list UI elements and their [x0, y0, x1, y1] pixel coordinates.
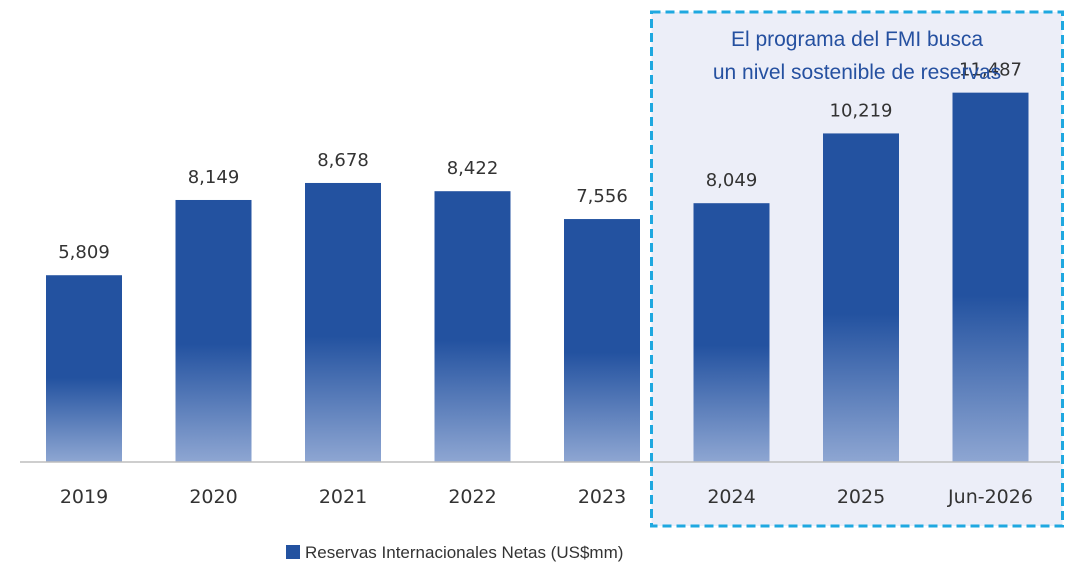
x-tick-label-jun-2026: Jun-2026 — [947, 486, 1033, 508]
bar-jun-2026 — [952, 92, 1029, 462]
legend-swatch — [286, 545, 300, 559]
legend: Reservas Internacionales Netas (US$mm) — [286, 543, 623, 562]
data-label-jun-2026: 11,487 — [959, 60, 1022, 81]
x-tick-label-2022: 2022 — [448, 486, 496, 508]
x-tick-label-2019: 2019 — [60, 486, 108, 508]
bar-2020 — [175, 199, 252, 462]
data-label-2020: 8,149 — [188, 167, 240, 188]
data-label-2022: 8,422 — [447, 158, 499, 179]
data-label-2023: 7,556 — [576, 186, 628, 207]
x-tick-label-2021: 2021 — [319, 486, 367, 508]
annotation-line-2: un nivel sostenible de reservas — [713, 61, 1001, 84]
data-label-2019: 5,809 — [58, 242, 110, 263]
x-tick-label-2023: 2023 — [578, 486, 626, 508]
bar-2024 — [693, 203, 770, 462]
bar-2023 — [564, 219, 640, 462]
annotation-line-1: El programa del FMI busca — [731, 28, 983, 51]
x-tick-label-2024: 2024 — [707, 486, 755, 508]
bar-2021 — [305, 182, 381, 462]
legend-label: Reservas Internacionales Netas (US$mm) — [305, 543, 623, 562]
bar-2022 — [434, 191, 511, 462]
bar-2025 — [823, 133, 899, 462]
data-label-2024: 8,049 — [706, 170, 758, 191]
data-label-2025: 10,219 — [830, 100, 893, 121]
x-tick-label-2025: 2025 — [837, 486, 885, 508]
bar-2019 — [46, 275, 122, 462]
data-label-2021: 8,678 — [317, 150, 369, 171]
x-tick-label-2020: 2020 — [189, 486, 237, 508]
